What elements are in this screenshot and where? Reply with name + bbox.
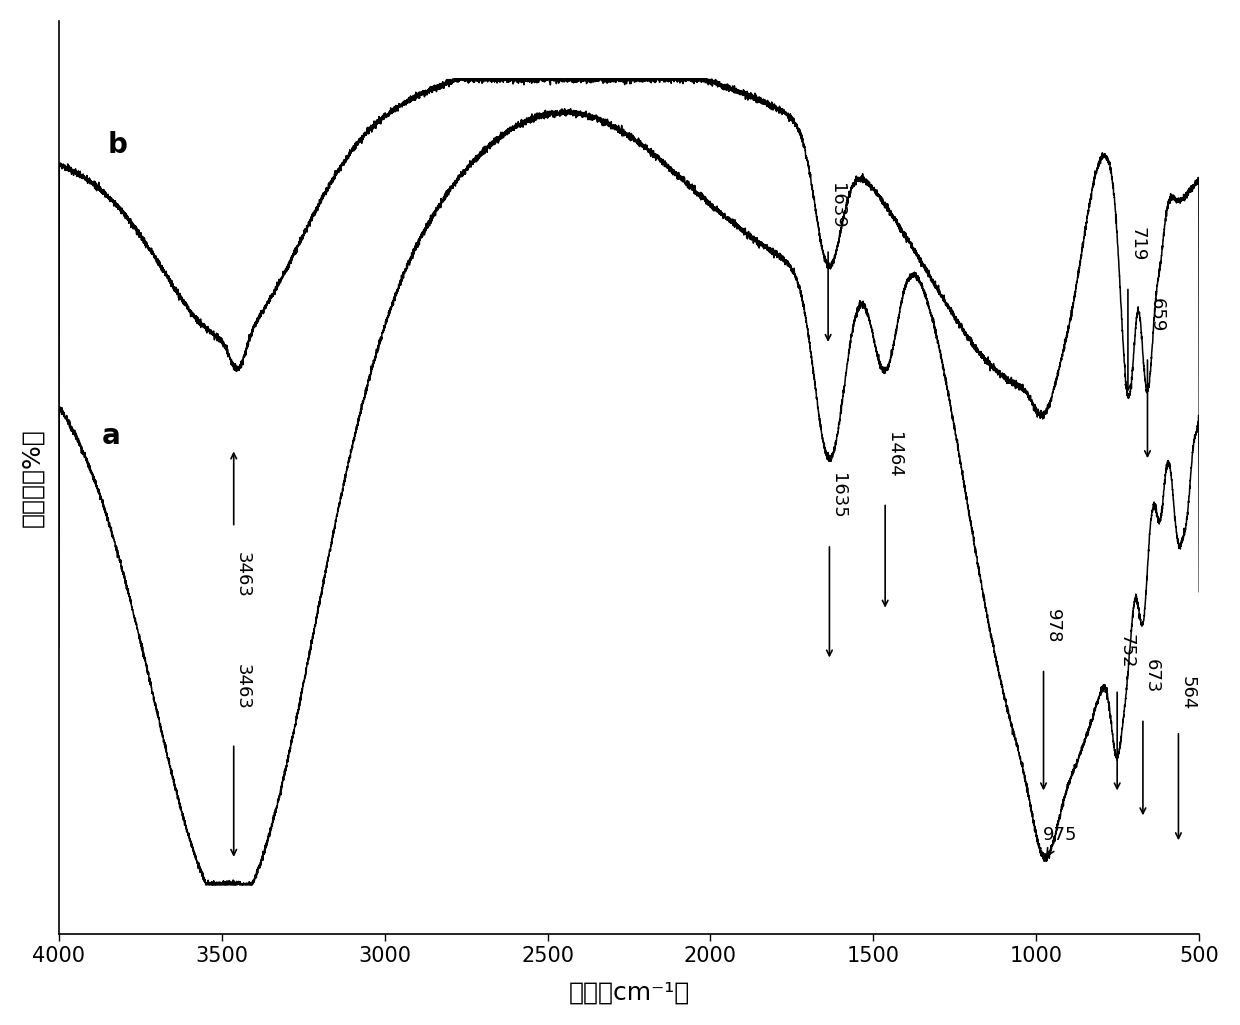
- Text: 978: 978: [1044, 610, 1061, 644]
- Text: 1639: 1639: [828, 182, 846, 229]
- Text: 1635: 1635: [830, 474, 847, 520]
- Text: b: b: [108, 131, 128, 160]
- X-axis label: 波数（cm⁻¹）: 波数（cm⁻¹）: [568, 980, 689, 1004]
- Text: 3463: 3463: [234, 552, 252, 599]
- Text: 564: 564: [1178, 675, 1197, 710]
- Text: 673: 673: [1143, 659, 1161, 694]
- Text: 752: 752: [1117, 634, 1136, 668]
- Y-axis label: 透光度（%）: 透光度（%）: [21, 428, 45, 527]
- Text: a: a: [102, 422, 120, 450]
- Text: 719: 719: [1128, 228, 1146, 261]
- Text: 3463: 3463: [234, 664, 252, 710]
- Text: 975: 975: [1043, 826, 1078, 856]
- Text: 1464: 1464: [885, 432, 903, 478]
- Text: 659: 659: [1147, 298, 1166, 332]
